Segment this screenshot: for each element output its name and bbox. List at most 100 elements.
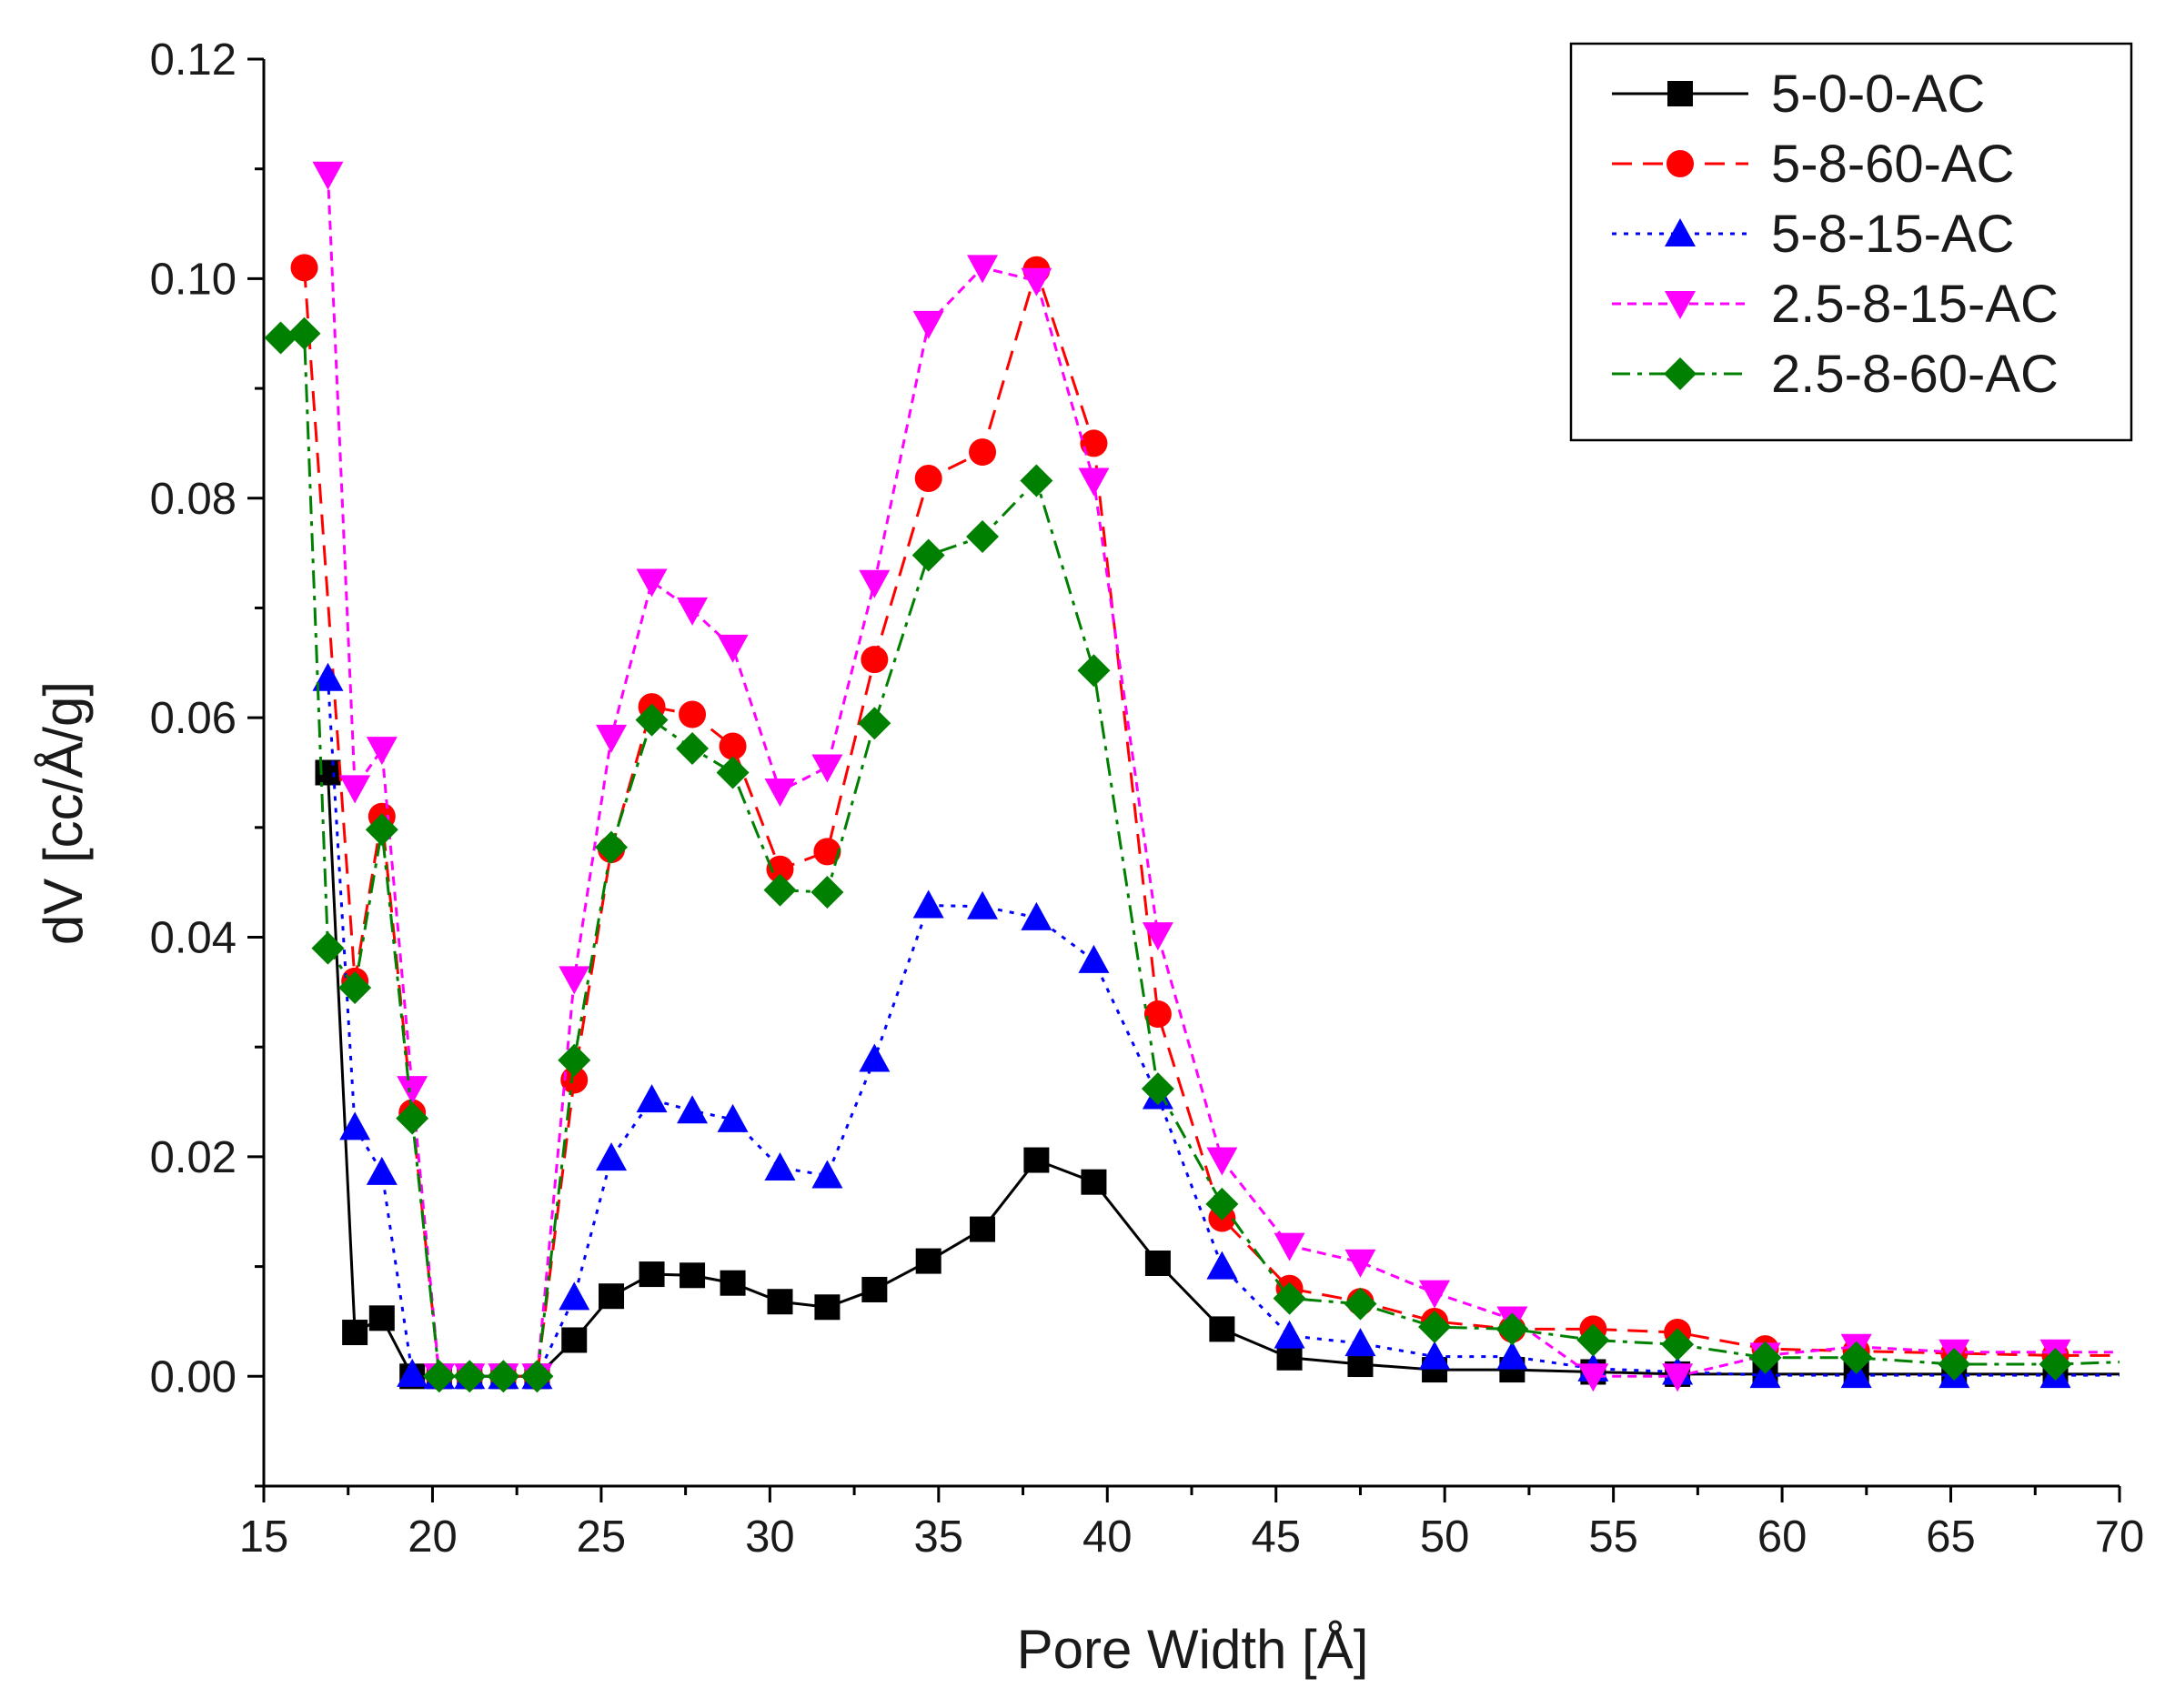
data-point [1078,467,1110,497]
data-point [858,707,891,740]
data-point [811,754,843,783]
data-point [814,1294,841,1321]
data-point [596,1142,628,1171]
data-point [969,438,997,467]
data-point [1938,1348,1971,1381]
y-tick-label: 0.04 [150,914,237,963]
y-tick-label: 0.10 [150,255,237,304]
legend-marker [1667,81,1693,106]
data-point [422,1360,456,1393]
data-point [635,703,669,737]
data-point [764,779,796,808]
data-point [859,1043,891,1072]
data-point [290,254,318,282]
data-point [315,759,341,786]
data-point [680,1262,706,1289]
data-point [767,1289,793,1315]
data-point [338,971,372,1005]
data-point [1081,1169,1107,1195]
legend-label: 5-8-15-AC [1771,205,2015,264]
data-point [639,1261,665,1288]
data-point [311,931,345,965]
x-axis-title: Pore Width [Å] [1017,1619,1369,1680]
data-point [677,1095,709,1124]
data-point [966,520,1000,554]
data-point [396,1101,429,1135]
data-point [636,568,668,598]
data-point [596,724,628,753]
data-point [339,1111,371,1140]
data-point [1206,1147,1238,1176]
data-point [1141,1072,1174,1106]
data-point [716,756,750,789]
legend-label: 5-0-0-AC [1771,65,1985,124]
legend-marker [1664,357,1697,390]
data-point [1344,1249,1376,1278]
data-point [717,1103,749,1132]
data-point [2039,1348,2072,1381]
x-tick-label: 60 [1757,1512,1807,1562]
data-point [720,1270,746,1296]
x-tick-label: 70 [2095,1512,2145,1562]
data-point [719,732,747,760]
data-point [1021,267,1052,296]
data-point [342,1320,368,1346]
data-point [559,966,590,995]
x-tick-label: 65 [1926,1512,1976,1562]
data-point [811,1160,843,1189]
data-point [287,316,321,350]
data-point [559,1281,590,1311]
data-point [859,569,891,598]
legend-item: 5-8-15-AC [1612,205,2015,264]
legend: 5-0-0-AC 5-8-60-AC 5-8-15-AC 2.5-8-15-AC 2.5… [1569,42,2133,442]
data-point [1209,1316,1235,1342]
data-point [1142,922,1173,951]
data-point [912,889,944,919]
data-point [1419,1341,1451,1370]
data-point [636,1084,668,1113]
data-point [561,1327,588,1353]
data-point [766,855,794,883]
data-point [397,1076,428,1105]
data-point [1021,901,1052,930]
y-tick-label: 0.00 [150,1352,237,1402]
data-point [967,255,999,284]
data-point [1344,1328,1376,1357]
data-point [1661,1328,1695,1361]
data-point [1205,1187,1239,1221]
legend-marker [1665,218,1696,246]
legend-label: 2.5-8-60-AC [1771,345,2059,404]
series-2.5-8-60-AC [264,316,2120,1393]
data-point [1144,1250,1171,1276]
data-point [1344,1287,1377,1321]
x-tick-label: 40 [1082,1512,1133,1562]
data-point [1418,1310,1452,1343]
data-point [1839,1341,1873,1374]
data-point [677,597,709,626]
data-point [1419,1280,1451,1309]
data-point [1496,1341,1528,1370]
data-point [264,321,297,355]
x-tick-label: 25 [577,1512,627,1562]
data-point [595,830,629,864]
legend-marker [1666,150,1694,177]
axes-layer: 15 20 25 30 35 40 45 50 55 60 65 70 0.00 0.02 0.04 0.06… [150,35,2145,1562]
data-point [368,1305,395,1331]
data-point [599,1283,625,1310]
data-point [1273,1281,1306,1315]
legend-label: 2.5-8-15-AC [1771,275,2059,334]
data-point [1577,1363,1609,1392]
data-point [339,775,371,804]
x-tick-label: 20 [408,1512,458,1562]
data-point [717,634,749,663]
data-point [1748,1341,1782,1374]
x-tick-label: 35 [914,1512,964,1562]
series-line [280,331,2120,1378]
legend-item: 5-8-60-AC [1612,135,2015,194]
data-point [1080,429,1108,457]
data-point [679,700,707,728]
y-tick-label: 0.12 [150,35,237,85]
data-point [1274,1320,1305,1349]
